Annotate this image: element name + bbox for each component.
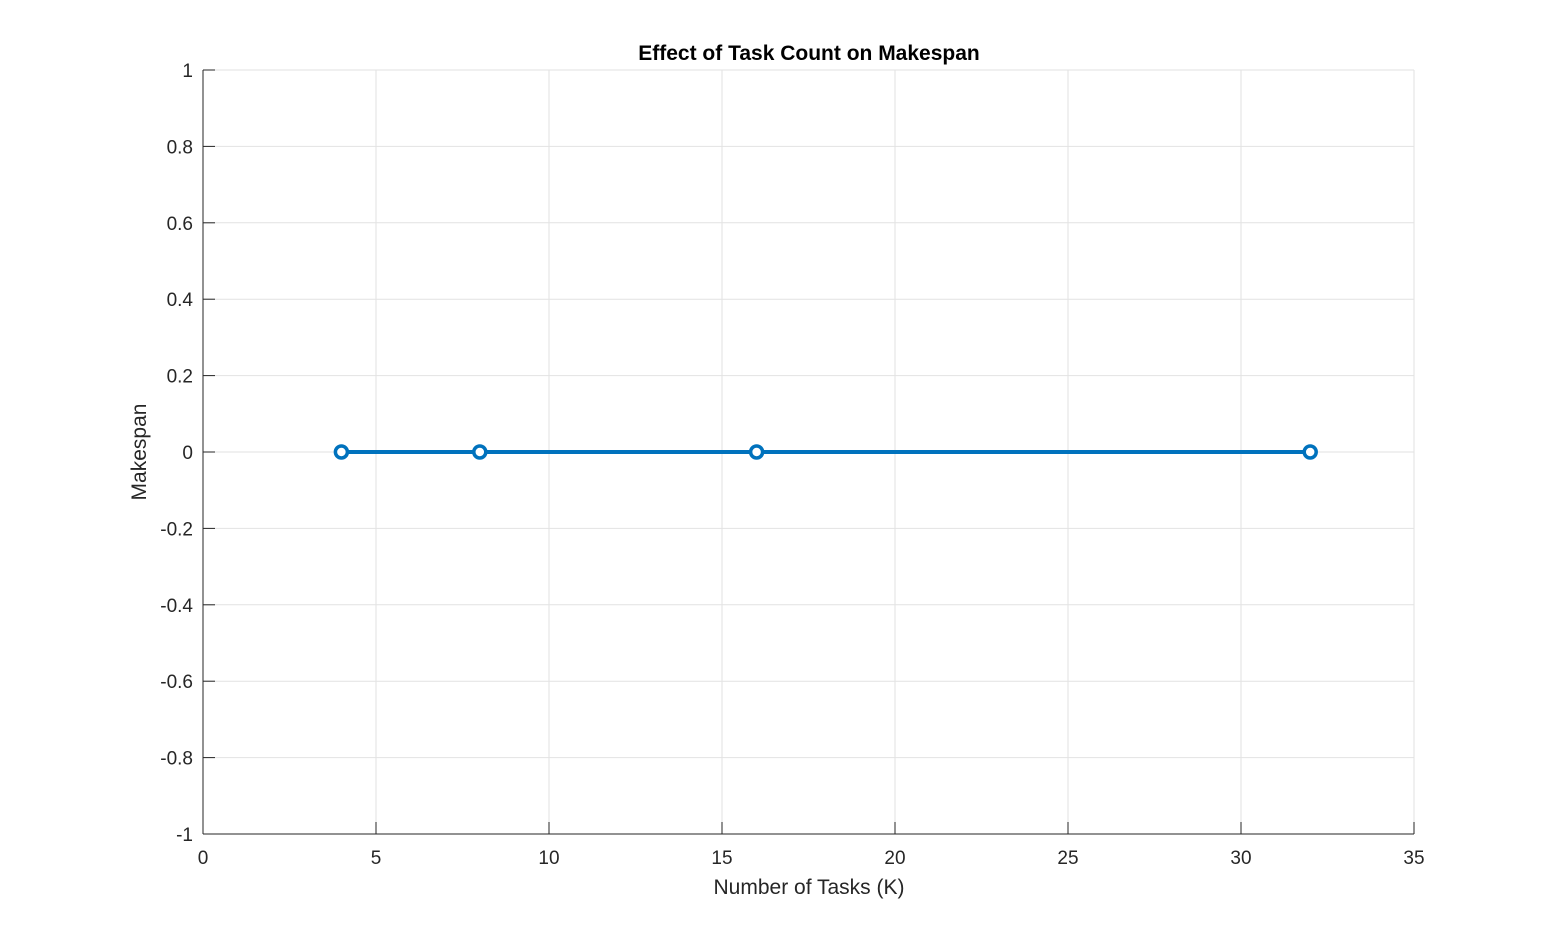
data-point <box>333 444 350 460</box>
y-tick-label: -1 <box>176 825 193 846</box>
x-axis-label: Number of Tasks (K) <box>714 876 905 899</box>
y-tick-label: 0.2 <box>167 367 193 388</box>
y-tick-label: -0.2 <box>160 519 193 540</box>
y-tick-label: 0.6 <box>167 214 193 235</box>
y-tick-label: -0.6 <box>160 672 193 693</box>
data-point <box>1302 444 1318 460</box>
x-tick-label: 25 <box>1057 848 1078 869</box>
data-point <box>472 444 488 460</box>
y-tick-label: 1 <box>182 61 193 82</box>
chart-title: Effect of Task Count on Makespan <box>638 42 980 65</box>
ticks: 0 5 10 15 20 25 30 35 -1 -0.8 -0.6 -0.4 -0.2 0 0.2 0.4 0… <box>160 61 1424 869</box>
x-tick-label: 0 <box>198 848 209 869</box>
x-tick-label: 30 <box>1230 848 1251 869</box>
x-tick-label: 15 <box>711 848 732 869</box>
x-tick-label: 20 <box>884 848 905 869</box>
y-tick-label: -0.4 <box>160 596 193 617</box>
y-tick-label: 0.8 <box>167 137 193 158</box>
x-tick-label: 10 <box>538 848 559 869</box>
x-tick-label: 35 <box>1403 848 1424 869</box>
y-tick-label: -0.8 <box>160 749 193 770</box>
y-axis-label: Makespan <box>128 404 151 501</box>
series <box>333 444 1318 460</box>
y-tick-label: 0.4 <box>167 290 194 311</box>
y-tick-label: 0 <box>182 443 193 464</box>
x-tick-label: 5 <box>371 848 382 869</box>
data-point <box>748 444 765 460</box>
